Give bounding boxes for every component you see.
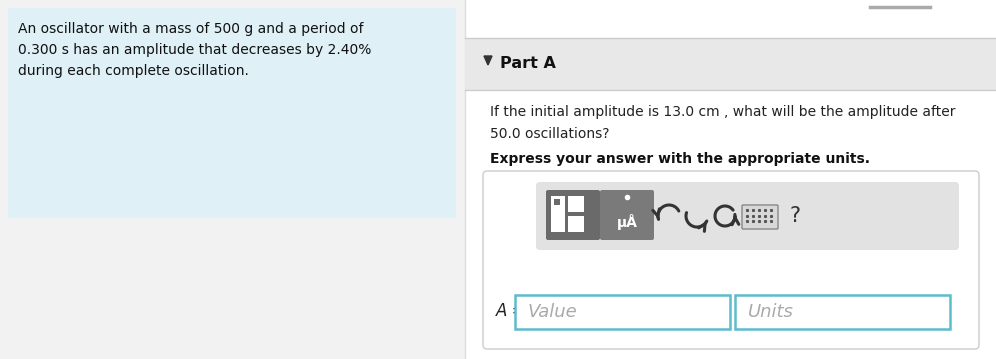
FancyBboxPatch shape	[8, 8, 456, 218]
Polygon shape	[484, 56, 492, 65]
Text: Value: Value	[528, 303, 578, 321]
Text: A =: A =	[496, 302, 527, 320]
Text: If the initial amplitude is 13.0 cm , what will be the amplitude after
50.0 osci: If the initial amplitude is 13.0 cm , wh…	[490, 105, 955, 141]
Text: An oscillator with a mass of 500 g and a period of
0.300 s has an amplitude that: An oscillator with a mass of 500 g and a…	[18, 22, 372, 78]
FancyBboxPatch shape	[742, 205, 778, 229]
FancyBboxPatch shape	[536, 182, 959, 250]
Text: Part A: Part A	[500, 56, 556, 71]
FancyBboxPatch shape	[465, 0, 996, 359]
Text: ?: ?	[790, 206, 801, 226]
FancyBboxPatch shape	[551, 196, 565, 232]
FancyBboxPatch shape	[515, 295, 730, 329]
FancyBboxPatch shape	[568, 196, 584, 212]
FancyBboxPatch shape	[546, 190, 600, 240]
FancyBboxPatch shape	[483, 171, 979, 349]
Text: Units: Units	[748, 303, 794, 321]
Text: Express your answer with the appropriate units.: Express your answer with the appropriate…	[490, 152, 870, 166]
Text: μÅ: μÅ	[617, 214, 637, 230]
FancyBboxPatch shape	[600, 190, 654, 240]
FancyBboxPatch shape	[465, 38, 996, 90]
FancyBboxPatch shape	[568, 216, 584, 232]
FancyBboxPatch shape	[735, 295, 950, 329]
FancyBboxPatch shape	[554, 199, 560, 205]
